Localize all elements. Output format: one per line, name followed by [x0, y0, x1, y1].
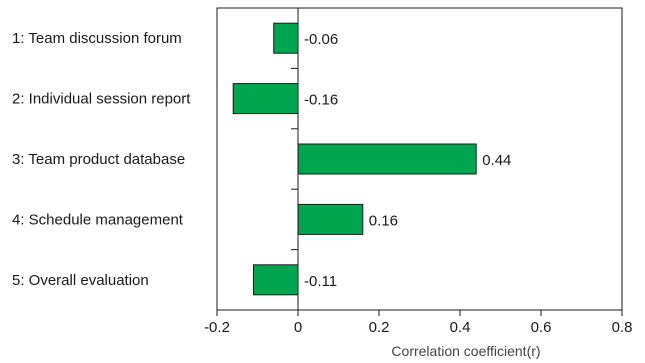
x-axis-title: Correlation coefficient(r): [391, 343, 540, 359]
bar-4: [297, 203, 364, 235]
bar-2: [232, 83, 299, 115]
x-tick-label-3: 0.4: [450, 319, 471, 336]
x-tick-label-5: 0.8: [612, 319, 633, 336]
category-label-3: 3: Team product database: [12, 151, 185, 168]
data-label-5: -0.11: [304, 273, 337, 290]
category-labels: 1: Team discussion forum 2: Individual se…: [12, 30, 191, 289]
x-axis-ticks: -0.2 0 0.2 0.4 0.6 0.8: [204, 310, 632, 336]
x-tick-label-4: 0.6: [531, 319, 552, 336]
data-labels: -0.06 -0.16 0.44 0.16 -0.11: [304, 31, 511, 290]
data-label-3: 0.44: [482, 152, 511, 169]
x-tick-label-2: 0.2: [369, 319, 390, 336]
category-label-5: 5: Overall evaluation: [12, 272, 149, 289]
x-tick-label-0: -0.2: [204, 319, 230, 336]
category-label-1: 1: Team discussion forum: [12, 30, 182, 47]
category-label-2: 2: Individual session report: [12, 91, 191, 108]
bars-group: [232, 22, 477, 296]
bar-3: [297, 143, 477, 175]
data-label-4: 0.16: [369, 212, 398, 229]
x-tick-label-1: 0: [294, 319, 302, 336]
category-label-4: 4: Schedule management: [12, 211, 184, 228]
data-label-2: -0.16: [304, 92, 338, 109]
plot-frame: [216, 7, 623, 311]
data-label-1: -0.06: [304, 31, 338, 48]
bar-5: [252, 264, 299, 296]
y-axis-ticks: [291, 67, 298, 251]
bar-1: [273, 22, 299, 54]
